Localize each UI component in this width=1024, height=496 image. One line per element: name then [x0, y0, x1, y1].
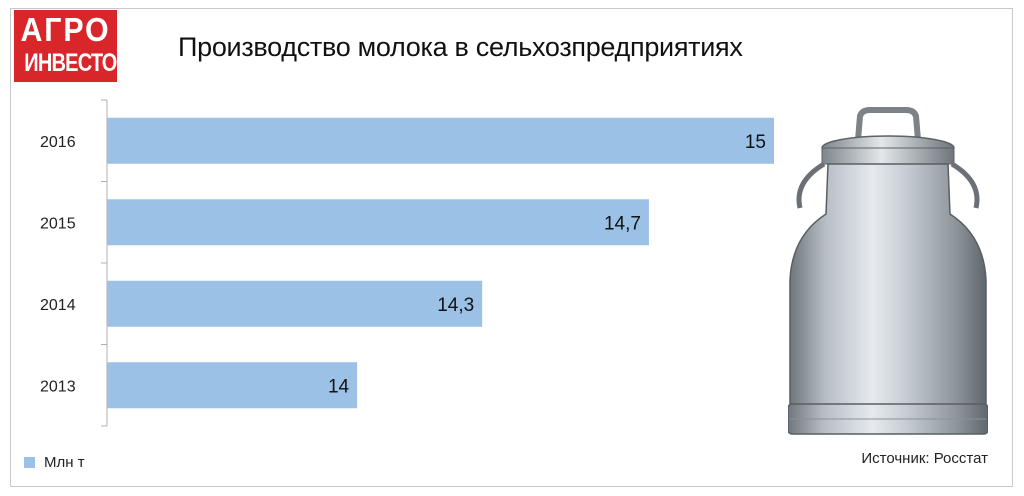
data-label: 14 — [328, 376, 350, 397]
category-label: 2015 — [40, 215, 76, 232]
logo-line-1: АГРО — [20, 11, 111, 48]
bar — [107, 199, 649, 246]
data-label: 14,3 — [437, 295, 474, 316]
bar — [107, 362, 358, 409]
category-label: 2013 — [40, 378, 76, 395]
source-note: Источник: Росстат — [861, 450, 988, 467]
chart-legend: Млн т — [24, 452, 85, 472]
milk-can-icon — [788, 107, 988, 435]
chart-title: Производство молока в сельхозпредприятия… — [178, 32, 743, 62]
chart-frame — [10, 8, 1013, 487]
data-label: 14,7 — [604, 213, 641, 234]
data-label: 15 — [745, 132, 766, 153]
category-label: 2014 — [40, 297, 76, 314]
legend-label: Млн т — [44, 453, 85, 471]
bar — [107, 117, 774, 164]
legend-swatch — [24, 456, 35, 468]
logo-line-2: ИНВЕСТОР — [24, 49, 117, 77]
category-label: 2016 — [40, 134, 76, 151]
brand-logo: АГРО ИНВЕСТОР — [14, 10, 117, 82]
bar — [107, 280, 483, 327]
